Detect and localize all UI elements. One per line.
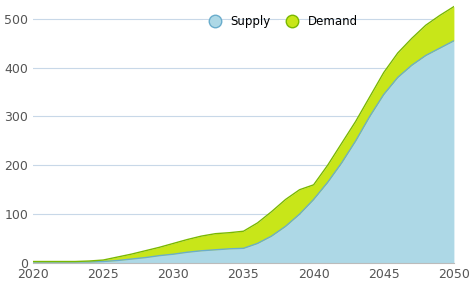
- Legend: Supply, Demand: Supply, Demand: [199, 10, 363, 32]
